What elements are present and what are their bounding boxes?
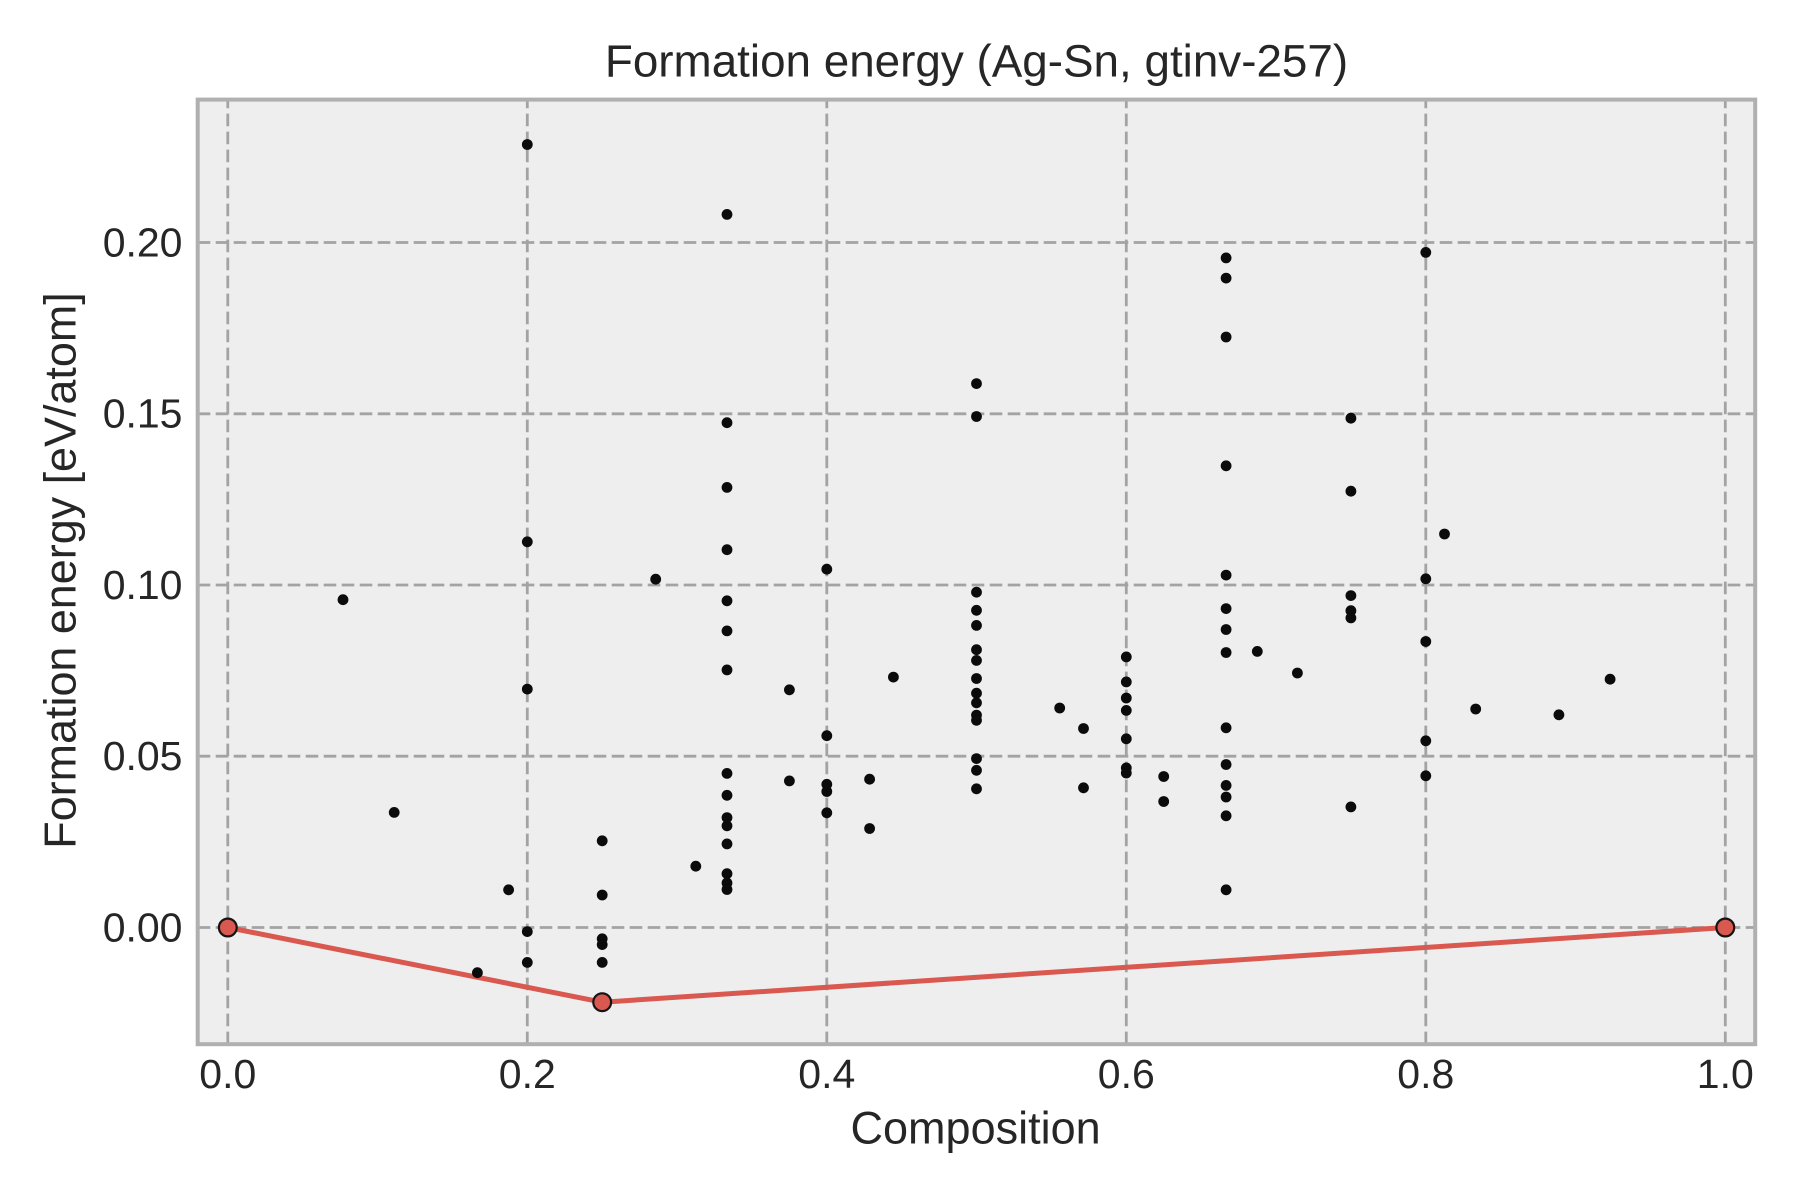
svg-text:Composition: Composition [851, 1102, 1101, 1153]
svg-text:Formation energy [eV/atom]: Formation energy [eV/atom] [34, 292, 85, 848]
svg-text:1.0: 1.0 [1697, 1051, 1754, 1097]
svg-text:0.8: 0.8 [1397, 1051, 1454, 1097]
svg-text:0.10: 0.10 [103, 562, 183, 608]
svg-text:0.20: 0.20 [103, 219, 183, 265]
svg-text:Formation energy (Ag-Sn, gtinv: Formation energy (Ag-Sn, gtinv-257) [605, 36, 1348, 87]
svg-text:0.6: 0.6 [1098, 1051, 1155, 1097]
svg-text:0.15: 0.15 [103, 391, 183, 437]
svg-text:0.00: 0.00 [103, 904, 183, 950]
svg-text:0.05: 0.05 [103, 733, 183, 779]
svg-text:0.0: 0.0 [199, 1051, 256, 1097]
svg-text:0.4: 0.4 [798, 1051, 855, 1097]
svg-text:0.2: 0.2 [499, 1051, 556, 1097]
